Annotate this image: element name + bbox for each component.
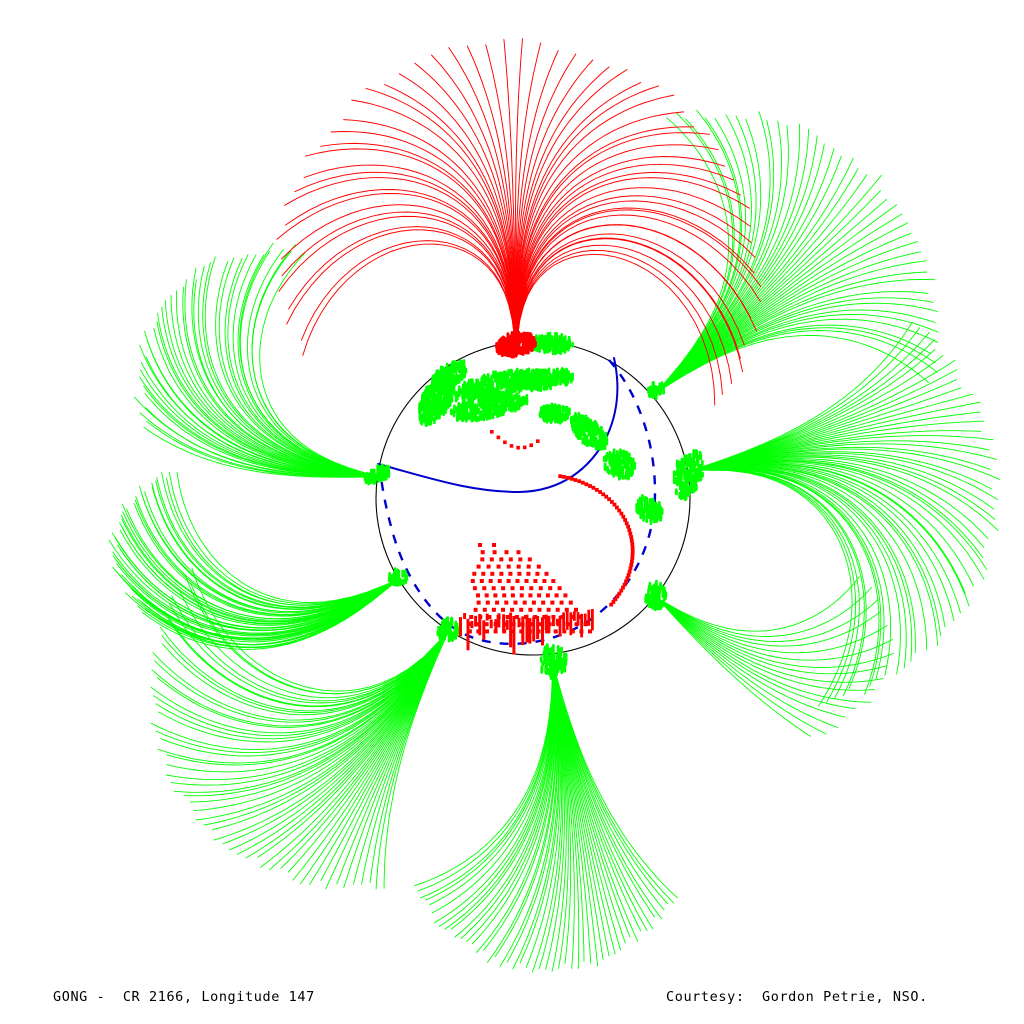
open-field-lines-negative xyxy=(276,38,762,406)
caption-left: GONG - CR 2166, Longitude 147 xyxy=(53,989,315,1005)
open-field-lines-positive xyxy=(108,109,1001,973)
closed-loops-positive xyxy=(363,331,704,680)
closed-loops-negative xyxy=(459,330,635,655)
caption-right: Courtesy: Gordon Petrie, NSO. xyxy=(666,989,928,1005)
polarity-inversion-lines xyxy=(377,357,657,646)
